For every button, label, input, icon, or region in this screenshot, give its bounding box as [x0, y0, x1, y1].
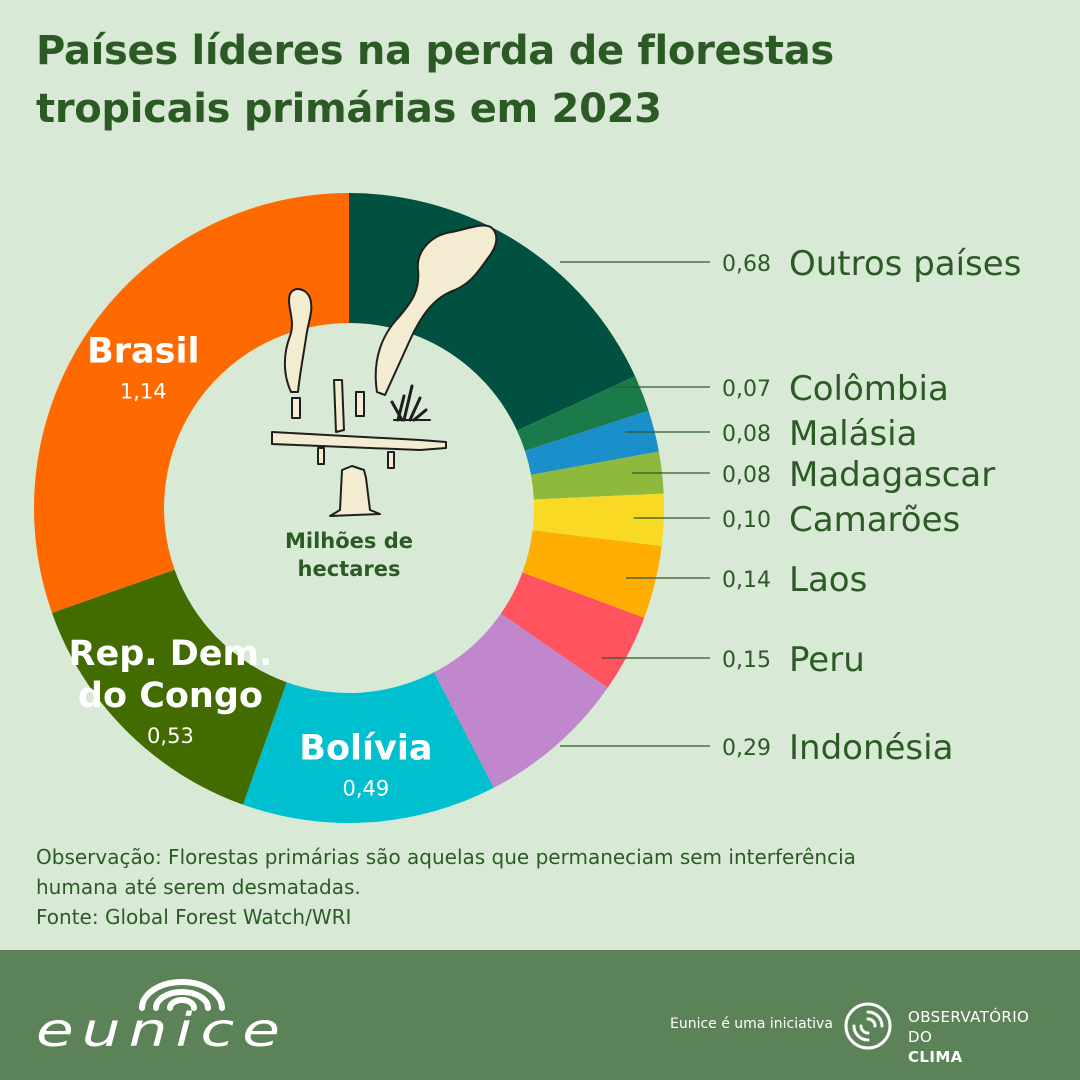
- broken-trunk-middle: [333, 379, 345, 433]
- observatorio-do-clima-name: OBSERVATÓRIO DO CLIMA: [908, 1008, 1030, 1066]
- broken-trunk-right: [355, 391, 365, 417]
- slice-indonesia: [434, 613, 608, 788]
- slice-peru: [500, 572, 645, 688]
- small-stump-right: [387, 451, 395, 469]
- chart-title-line-2: tropicais primárias em 2023: [36, 86, 662, 132]
- chart-title: Países líderes na perda de florestas tro…: [36, 22, 1036, 138]
- small-stump-left: [317, 447, 325, 465]
- source-line: Fonte: Global Forest Watch/WRI: [36, 905, 352, 929]
- category-label-rep-dem-do-congo-line-2: do Congo: [78, 676, 263, 716]
- slice-malasia: [524, 410, 659, 475]
- value-label-rep-dem-do-congo: 0,53: [147, 724, 194, 748]
- category-label-rep-dem-do-congo-line-1: Rep. Dem.: [69, 634, 273, 674]
- slice-laos: [522, 530, 662, 618]
- broken-trunk-left: [291, 397, 301, 419]
- large-smoke-plume: [374, 224, 498, 396]
- footnote-line-1: Observação: Florestas primárias são aque…: [36, 845, 856, 869]
- value-label-brasil: 1,14: [120, 379, 167, 403]
- value-label-peru: 0,15: [722, 648, 771, 673]
- tree-stump: [329, 465, 381, 517]
- deforestation-illustration: [271, 224, 498, 517]
- outside-labels: 0,68 Outros países 0,07 Colômbia 0,08 Malásia…: [722, 244, 1021, 768]
- center-label-line-2: hectares: [298, 557, 401, 581]
- value-label-outros-paises: 0,68: [722, 252, 771, 277]
- value-label-madagascar: 0,08: [722, 463, 771, 488]
- category-label-colombia: Colômbia: [789, 369, 949, 409]
- category-label-indonesia: Indonésia: [789, 728, 953, 768]
- value-label-malasia: 0,08: [722, 422, 771, 447]
- initiative-text: Eunice é uma iniciativa: [670, 1016, 833, 1032]
- slice-madagascar: [531, 451, 664, 500]
- leader-lines: [560, 261, 710, 747]
- center-label: Milhões de hectares: [285, 529, 413, 581]
- category-label-malasia: Malásia: [789, 414, 917, 454]
- category-label-laos: Laos: [789, 560, 867, 600]
- category-label-outros-paises: Outros países: [789, 244, 1021, 284]
- slice-colombia: [517, 376, 649, 451]
- slice-brasil: [33, 193, 350, 613]
- chart-title-line-1: Países líderes na perda de florestas: [36, 28, 834, 74]
- value-label-colombia: 0,07: [722, 377, 771, 402]
- slice-camaroes: [532, 493, 664, 547]
- fallen-log: [271, 431, 447, 451]
- donut-slices: [33, 193, 664, 823]
- category-label-madagascar: Madagascar: [789, 455, 995, 495]
- category-label-brasil: Brasil: [87, 331, 199, 371]
- small-smoke-plume: [283, 288, 313, 393]
- observatorio-swirl-icon: [844, 1002, 892, 1050]
- slice-bolivia: [242, 672, 494, 823]
- value-label-bolivia: 0,49: [342, 776, 389, 800]
- burnt-shrub: [390, 384, 428, 422]
- category-label-bolivia: Bolívia: [299, 728, 432, 768]
- footer-bar: eunice Eunice é uma iniciativa OBSERVATÓ…: [0, 950, 1080, 1080]
- value-label-laos: 0,14: [722, 568, 771, 593]
- center-label-line-1: Milhões de: [285, 529, 413, 553]
- value-label-indonesia: 0,29: [722, 736, 771, 761]
- category-label-peru: Peru: [789, 640, 865, 680]
- slice-rep-dem-do-congo: [51, 569, 287, 805]
- svg-text:eunice: eunice: [36, 1003, 288, 1052]
- value-label-camaroes: 0,10: [722, 508, 771, 533]
- footnote-line-2: humana até serem desmatadas.: [36, 875, 361, 899]
- donut-chart: Milhões de hectares Bolívia 0,49 Rep. Dem.d…: [33, 193, 1021, 823]
- eunice-logo: eunice: [36, 979, 288, 1052]
- inside-labels: Bolívia 0,49 Rep. Dem.do Congo 0,53 Brasil 1,…: [69, 331, 433, 800]
- footnote: Observação: Florestas primárias são aque…: [36, 842, 1046, 932]
- category-label-camaroes: Camarões: [789, 500, 960, 540]
